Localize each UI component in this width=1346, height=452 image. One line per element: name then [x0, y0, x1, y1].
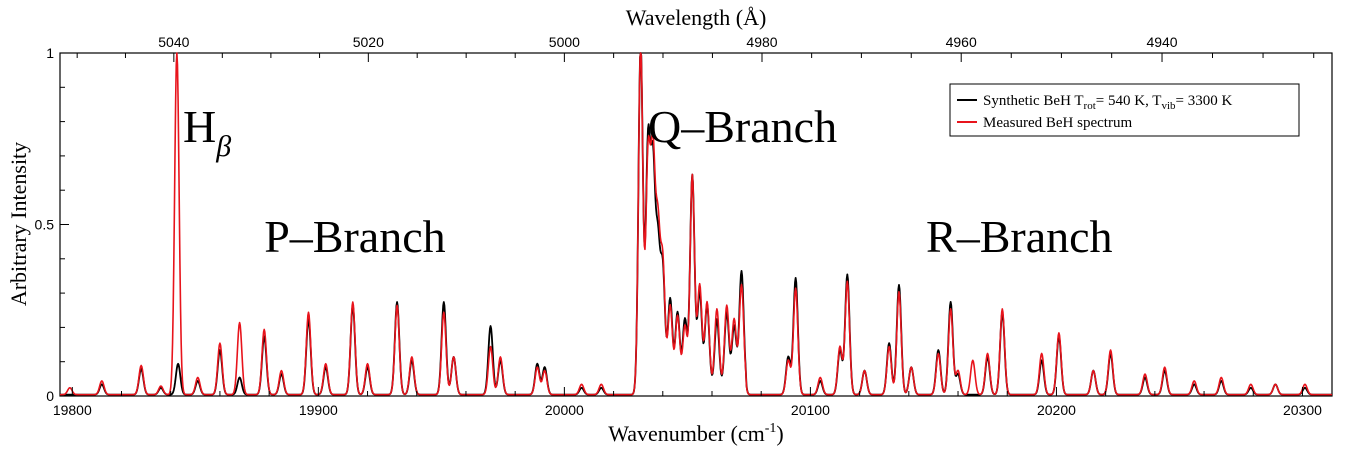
legend-label-synthetic: Synthetic BeH Trot= 540 K, Tvib= 3300 K: [983, 93, 1232, 112]
legend-synthetic-sub1: rot: [1084, 100, 1096, 112]
legend-synthetic-end: = 3300 K: [1176, 93, 1233, 109]
x-tick-label-19800: 19800: [53, 402, 92, 418]
series-layer: [59, 52, 1333, 396]
series-line-measured: [59, 52, 1333, 396]
x2-tick-label-5020: 5020: [353, 34, 384, 50]
x-tick-label-19900: 19900: [299, 402, 338, 418]
legend-synthetic-name: Synthetic BeH T: [983, 93, 1084, 109]
ticks-layer: 19800 19900 20000 20100 20200 20300 0 0.5 1 5040 5…: [35, 34, 1323, 418]
annotation-1: P–Branch: [264, 211, 445, 262]
legend-box: [949, 83, 1300, 137]
y-tick-label-1: 1: [46, 45, 54, 61]
x2-tick-label-5040: 5040: [158, 34, 189, 50]
legend-label-measured: Measured BeH spectrum: [983, 115, 1132, 131]
x2-tick-label-4960: 4960: [946, 34, 977, 50]
x-axis-title-sup: -1: [765, 421, 777, 436]
legend-synthetic-sub2: vib: [1161, 100, 1176, 112]
legend: Synthetic BeH Trot= 540 K, Tvib= 3300 K …: [949, 83, 1300, 137]
x-axis-title-main: Wavenumber (cm: [608, 421, 764, 446]
annotation-2: Q–Branch: [648, 101, 837, 152]
annotation-3-text: R–Branch: [926, 211, 1113, 262]
x-axis-title-bottom: Wavenumber (cm-1): [608, 421, 783, 446]
y-axis-title: Arbitrary Intensity: [6, 142, 31, 306]
annotation-3: R–Branch: [926, 211, 1113, 262]
x2-tick-label-5000: 5000: [549, 34, 580, 50]
x2-tick-label-4980: 4980: [746, 34, 777, 50]
y-tick-label-0.5: 0.5: [35, 217, 55, 233]
y-tick-label-0: 0: [46, 388, 54, 404]
x-tick-label-20300: 20300: [1283, 402, 1322, 418]
x-axis-title-top: Wavelength (Å): [626, 5, 767, 30]
x2-tick-label-4940: 4940: [1146, 34, 1177, 50]
annotation-2-text: Q–Branch: [648, 101, 837, 152]
x-tick-label-20000: 20000: [545, 402, 584, 418]
x-tick-label-20100: 20100: [791, 402, 830, 418]
annotation-0: Hβ: [183, 101, 231, 163]
legend-synthetic-mid: = 540 K, T: [1096, 93, 1162, 109]
annotation-0-sub: β: [215, 130, 231, 163]
x-tick-label-20200: 20200: [1037, 402, 1076, 418]
annotations: Hβ P–Branch Q–Branch R–Branch: [183, 101, 1113, 262]
annotation-0-text: H: [183, 101, 216, 152]
x-axis-title-end: ): [776, 421, 783, 446]
annotation-1-text: P–Branch: [264, 211, 445, 262]
